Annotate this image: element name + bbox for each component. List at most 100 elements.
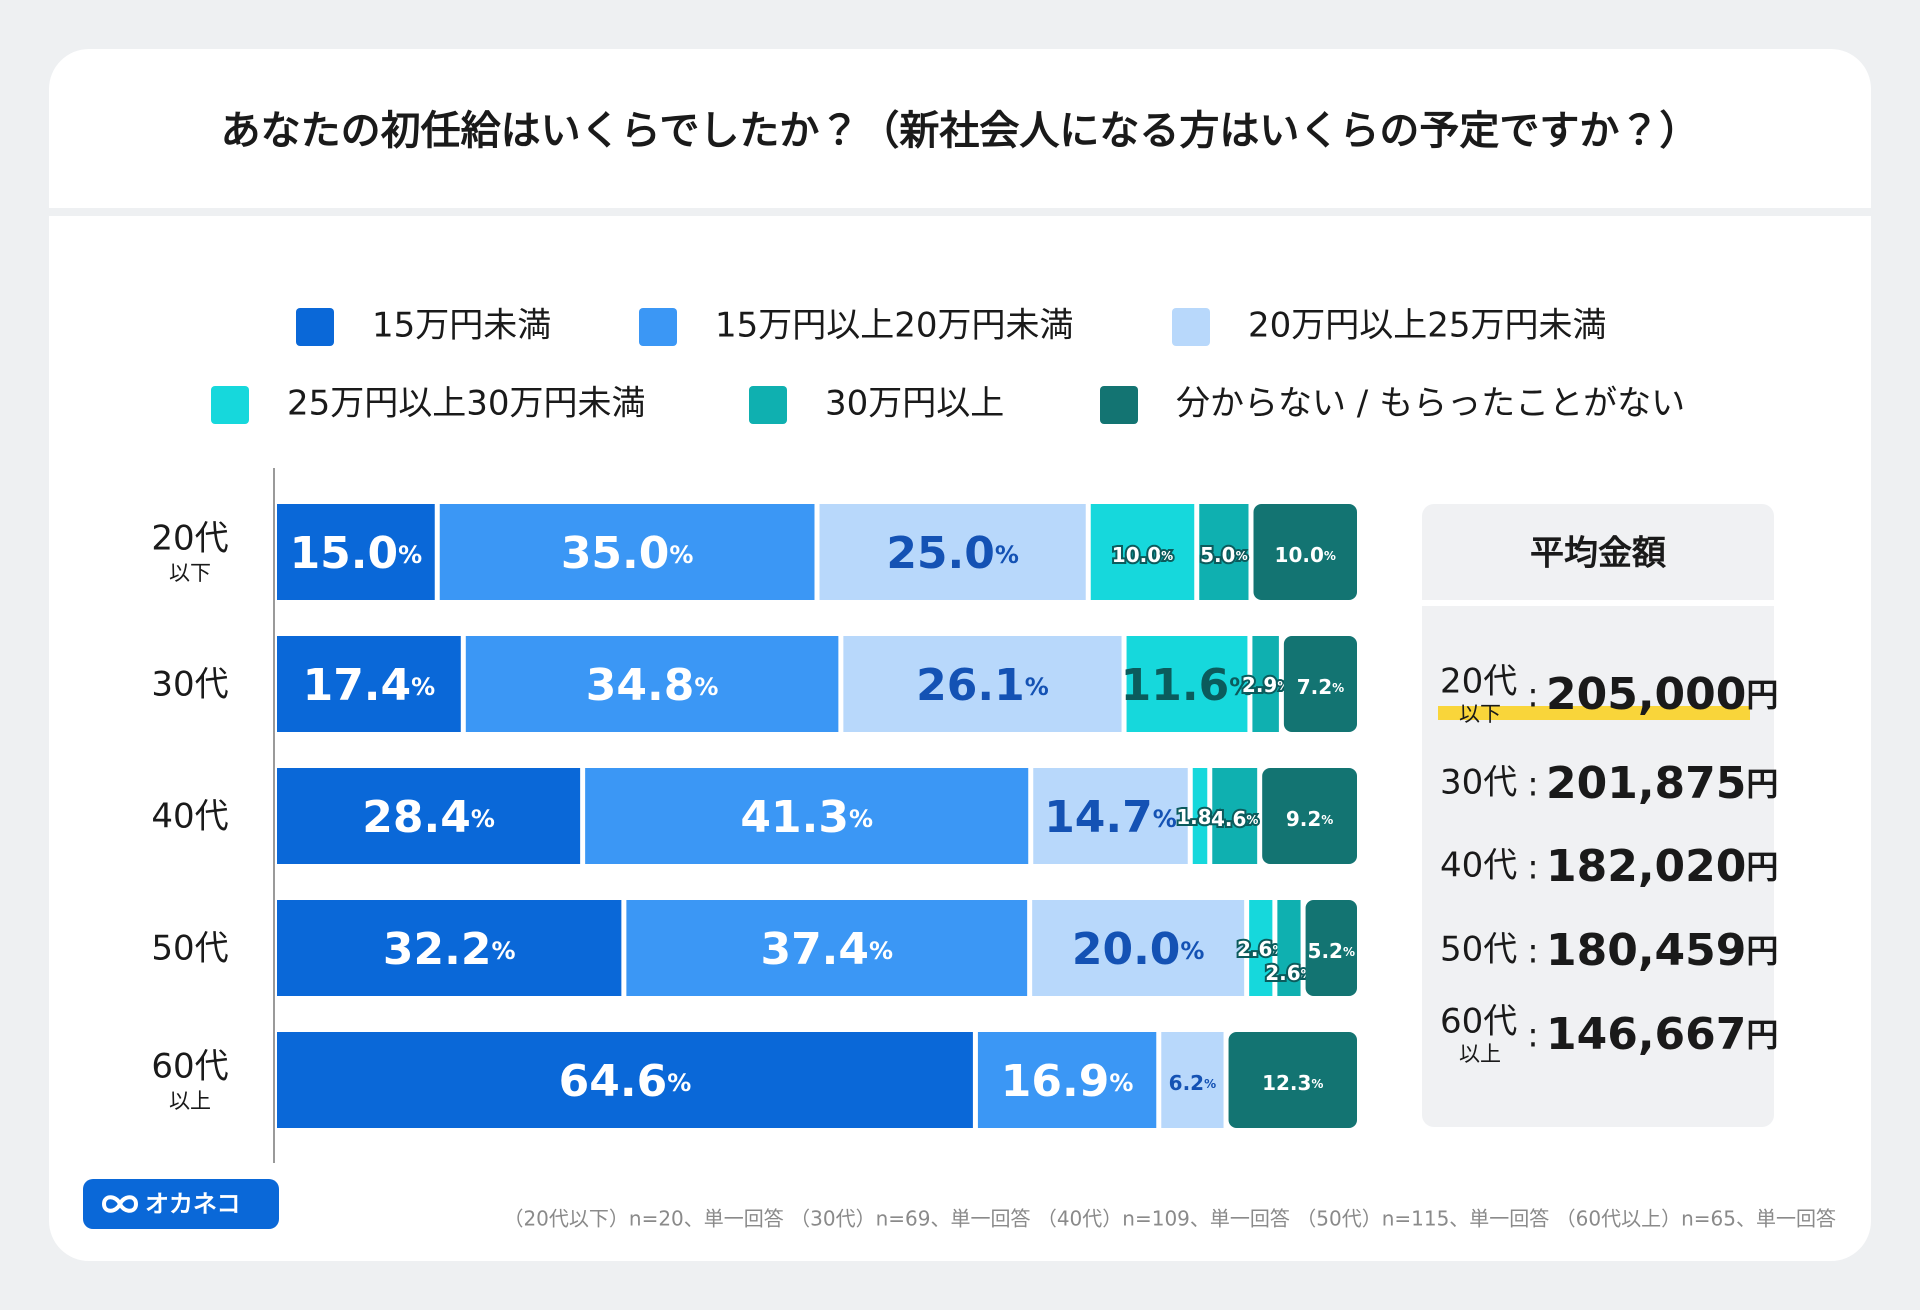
- bar-segment: [1032, 900, 1245, 996]
- bar-segment: [1199, 504, 1249, 600]
- average-value: 180,459円: [1546, 925, 1778, 976]
- value-label-number: 5.2: [1308, 939, 1343, 963]
- average-unit: 円: [1746, 676, 1778, 714]
- value-label: 32.2%: [383, 924, 516, 975]
- value-label-number: 6.2: [1169, 1071, 1204, 1095]
- value-label-unit: %: [491, 937, 515, 965]
- legend: 15万円未満 15万円以上20万円未満 20万円以上25万円未満 25万円以上30万円…: [211, 306, 1685, 424]
- average-unit: 円: [1746, 932, 1778, 970]
- value-label: 20.0%: [1072, 924, 1205, 975]
- bar-segment: [1033, 768, 1188, 864]
- value-label-unit: %: [1311, 1077, 1323, 1091]
- average-age: 50代: [1440, 930, 1517, 970]
- value-label-number: 12.3: [1262, 1071, 1311, 1095]
- value-label-unit: %: [398, 541, 422, 569]
- value-label: 12.3%: [1262, 1071, 1323, 1095]
- category-note: 以下: [169, 561, 211, 585]
- footnote: （20代以下）n=20、単一回答 （30代）n=69、単一回答 （40代）n=1…: [503, 1207, 1836, 1231]
- value-label: 2.9%: [1242, 673, 1289, 697]
- value-label-unit: %: [667, 1069, 691, 1097]
- value-label-unit: %: [1321, 813, 1333, 827]
- logo-text: オカネコ: [145, 1190, 241, 1218]
- bar-segment: [1212, 768, 1258, 864]
- category-label: 20代: [151, 519, 228, 559]
- legend-swatch: [1172, 308, 1210, 346]
- average-unit: 円: [1746, 848, 1778, 886]
- value-label-unit: %: [1236, 549, 1248, 563]
- average-separator: :: [1527, 932, 1538, 972]
- value-label: 7.2%: [1297, 675, 1344, 699]
- value-label-number: 41.3: [740, 792, 849, 843]
- bar-segment: [1277, 900, 1301, 996]
- average-value: 201,875円: [1546, 758, 1778, 809]
- value-label-number: 2.9: [1242, 673, 1277, 697]
- value-label: 41.3%: [740, 792, 873, 843]
- value-label-unit: %: [1343, 945, 1355, 959]
- logo-icon: [101, 1195, 139, 1213]
- legend-swatch: [211, 386, 249, 424]
- value-label-number: 11.6: [1121, 660, 1230, 711]
- value-label: 5.0%: [1200, 543, 1247, 567]
- average-unit: 円: [1746, 1016, 1778, 1054]
- value-label-number: 14.7: [1044, 792, 1153, 843]
- average-unit: 円: [1746, 765, 1778, 803]
- average-separator: [1422, 600, 1774, 606]
- value-label-number: 28.4: [362, 792, 471, 843]
- bar-segment: [1249, 900, 1273, 996]
- bar-segment: [1253, 504, 1357, 600]
- legend-label: 15万円未満: [372, 306, 551, 346]
- bar-segment: [1192, 768, 1208, 864]
- bar-segment: [439, 504, 815, 600]
- value-label-unit: %: [1204, 1077, 1216, 1091]
- average-separator: :: [1527, 848, 1538, 888]
- category-label: 60代: [151, 1047, 228, 1087]
- legend-label: 15万円以上20万円未満: [715, 306, 1074, 346]
- bar-segment: [1283, 636, 1357, 732]
- bar-segment: [626, 900, 1028, 996]
- average-title: 平均金額: [1530, 534, 1667, 574]
- value-label: 9.2%: [1286, 807, 1333, 831]
- title-separator: [49, 208, 1871, 216]
- value-label: 37.4%: [760, 924, 893, 975]
- value-label-unit: %: [694, 673, 718, 701]
- average-age: 20代: [1440, 662, 1517, 702]
- average-amount: 182,020: [1546, 841, 1746, 892]
- value-label-number: 17.4: [303, 660, 412, 711]
- value-label-unit: %: [1246, 813, 1258, 827]
- bars: 20代以下 15.0% 35.0% 25.0% 10.0% 5.0% 10.0%30代 17.…: [151, 504, 1357, 1128]
- value-label-unit: %: [1025, 673, 1049, 701]
- value-label: 1.8%: [1176, 805, 1223, 829]
- value-label-number: 25.0: [886, 528, 995, 579]
- value-label-unit: %: [1324, 549, 1336, 563]
- value-label-number: 64.6: [559, 1056, 668, 1107]
- bar-segment: [843, 636, 1122, 732]
- value-label-unit: %: [869, 937, 893, 965]
- value-label-unit: %: [1161, 549, 1173, 563]
- chart-title: あなたの初任給はいくらでしたか？（新社会人になる方はいくらの予定ですか？）: [221, 108, 1700, 154]
- legend-label: 分からない / もらったことがない: [1176, 384, 1685, 424]
- average-amount: 146,667: [1546, 1009, 1746, 1060]
- bar-segment: [1305, 900, 1357, 996]
- value-label: 15.0%: [290, 528, 423, 579]
- value-label: 10.0%: [1112, 543, 1173, 567]
- value-label-number: 35.0: [561, 528, 670, 579]
- average-value: 146,667円: [1546, 1009, 1778, 1060]
- bar-segment: [1262, 768, 1357, 864]
- average-amount: 205,000: [1546, 669, 1746, 720]
- value-label-number: 10.0: [1275, 543, 1324, 567]
- bar-segment: [1090, 504, 1195, 600]
- value-label-unit: %: [411, 673, 435, 701]
- bar-segment: [277, 1032, 973, 1128]
- legend-label: 20万円以上25万円未満: [1248, 306, 1607, 346]
- value-label-number: 34.8: [586, 660, 695, 711]
- bar-segment: [819, 504, 1086, 600]
- value-label: 35.0%: [561, 528, 694, 579]
- value-label-unit: %: [1109, 1069, 1133, 1097]
- value-label-number: 20.0: [1072, 924, 1181, 975]
- legend-label: 25万円以上30万円未満: [287, 384, 646, 424]
- value-label-number: 1.8: [1176, 805, 1211, 829]
- legend-swatch: [296, 308, 334, 346]
- value-label: 17.4%: [303, 660, 436, 711]
- legend-swatch: [639, 308, 677, 346]
- value-label-number: 10.0: [1112, 543, 1161, 567]
